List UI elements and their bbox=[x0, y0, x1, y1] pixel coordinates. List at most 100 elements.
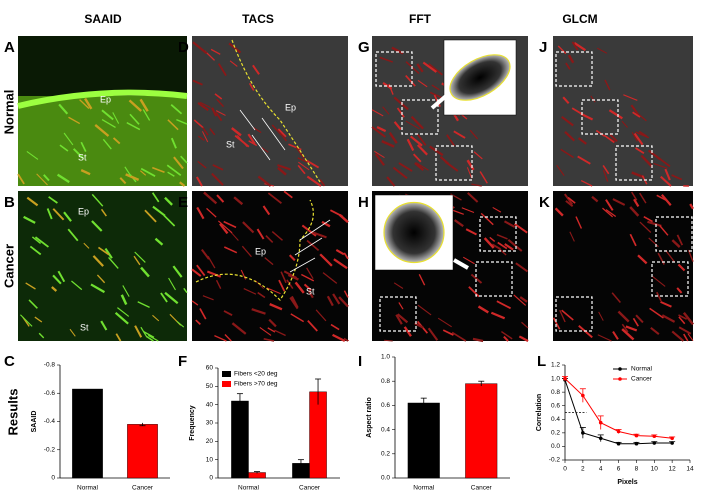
fiber bbox=[678, 316, 686, 325]
fiber bbox=[559, 309, 566, 323]
fiber bbox=[332, 293, 341, 305]
fiber bbox=[382, 106, 390, 115]
fiber bbox=[228, 42, 242, 54]
fiber bbox=[101, 109, 114, 121]
y-tick-label: 50 bbox=[206, 383, 214, 390]
fiber bbox=[264, 257, 274, 266]
fiber bbox=[640, 154, 653, 168]
image-label: Ep bbox=[255, 246, 266, 256]
row-label: Cancer bbox=[1, 244, 16, 288]
fiber bbox=[577, 137, 587, 145]
point bbox=[616, 429, 621, 434]
legend-label: Cancer bbox=[631, 376, 653, 383]
tissue bbox=[18, 96, 187, 186]
fiber bbox=[571, 41, 579, 51]
fiber bbox=[396, 313, 409, 324]
y-tick-label: 1.0 bbox=[551, 375, 560, 382]
fiber-arrow bbox=[294, 237, 323, 256]
fiber bbox=[167, 119, 179, 131]
fiber bbox=[580, 179, 593, 187]
fiber bbox=[343, 337, 349, 342]
legend-marker bbox=[618, 367, 622, 371]
fiber bbox=[462, 256, 475, 265]
fft-spectrum bbox=[384, 202, 444, 263]
fiber bbox=[557, 45, 567, 55]
fiber bbox=[269, 303, 283, 311]
fiber bbox=[335, 249, 345, 256]
fiber bbox=[422, 61, 437, 73]
fiber bbox=[393, 282, 404, 289]
fiber bbox=[513, 294, 527, 306]
x-tick-label: Cancer bbox=[471, 485, 493, 492]
image-panel bbox=[553, 36, 693, 187]
y-axis-label: Frequency bbox=[189, 405, 196, 441]
roi-box bbox=[651, 261, 689, 297]
x-tick-label: 6 bbox=[617, 466, 621, 473]
y-tick-label: 10 bbox=[206, 456, 214, 463]
fiber bbox=[496, 234, 508, 240]
fiber bbox=[52, 274, 62, 285]
point bbox=[598, 420, 603, 425]
fiber bbox=[621, 328, 635, 341]
fiber bbox=[224, 333, 232, 342]
fiber bbox=[483, 237, 495, 249]
fiber bbox=[301, 224, 317, 237]
fiber bbox=[637, 254, 648, 265]
fiber bbox=[410, 135, 423, 147]
image-background bbox=[553, 36, 693, 186]
fiber bbox=[560, 148, 574, 159]
fiber bbox=[151, 192, 160, 203]
fiber bbox=[266, 287, 281, 295]
fiber bbox=[80, 141, 87, 153]
fiber bbox=[133, 255, 141, 266]
fiber bbox=[289, 296, 299, 310]
fiber bbox=[507, 239, 523, 252]
fiber bbox=[56, 173, 70, 184]
fiber bbox=[381, 140, 395, 148]
fiber bbox=[611, 292, 621, 303]
fiber bbox=[72, 148, 84, 159]
x-axis-label: Pixels bbox=[617, 479, 637, 486]
fiber bbox=[417, 304, 432, 316]
legend-label: Fibers >70 deg bbox=[234, 381, 278, 388]
fiber bbox=[306, 267, 314, 280]
fiber bbox=[501, 330, 513, 340]
fiber bbox=[635, 147, 645, 155]
fiber bbox=[223, 246, 238, 254]
fiber bbox=[134, 325, 143, 338]
fiber bbox=[197, 135, 205, 141]
fiber bbox=[216, 98, 225, 108]
fiber bbox=[214, 93, 223, 100]
fiber bbox=[665, 249, 676, 263]
fiber bbox=[307, 290, 314, 299]
fiber bbox=[251, 308, 266, 315]
fiber bbox=[197, 160, 207, 169]
fiber bbox=[374, 153, 385, 166]
fiber bbox=[468, 286, 480, 298]
fiber bbox=[119, 177, 127, 185]
fiber bbox=[504, 243, 514, 251]
fiber bbox=[94, 124, 110, 137]
fiber bbox=[268, 318, 277, 328]
fiber bbox=[393, 96, 409, 111]
y-tick-label: 1.0 bbox=[381, 354, 390, 361]
fiber bbox=[416, 63, 424, 73]
fiber bbox=[140, 266, 150, 278]
point bbox=[634, 441, 639, 446]
fiber bbox=[647, 220, 662, 228]
fiber bbox=[67, 228, 79, 242]
fiber-arrow bbox=[289, 257, 316, 273]
image-label: Ep bbox=[100, 94, 111, 104]
fiber bbox=[38, 332, 45, 339]
fiber bbox=[632, 111, 641, 118]
fiber bbox=[101, 119, 116, 129]
error-bar bbox=[139, 422, 146, 427]
fiber bbox=[92, 255, 104, 267]
roi-box bbox=[555, 51, 593, 87]
y-axis-label: Aspect ratio bbox=[366, 397, 373, 437]
fiber bbox=[405, 120, 420, 130]
fiber bbox=[112, 137, 121, 145]
fiber bbox=[170, 104, 183, 115]
fiber bbox=[648, 237, 659, 248]
fiber bbox=[29, 245, 42, 256]
